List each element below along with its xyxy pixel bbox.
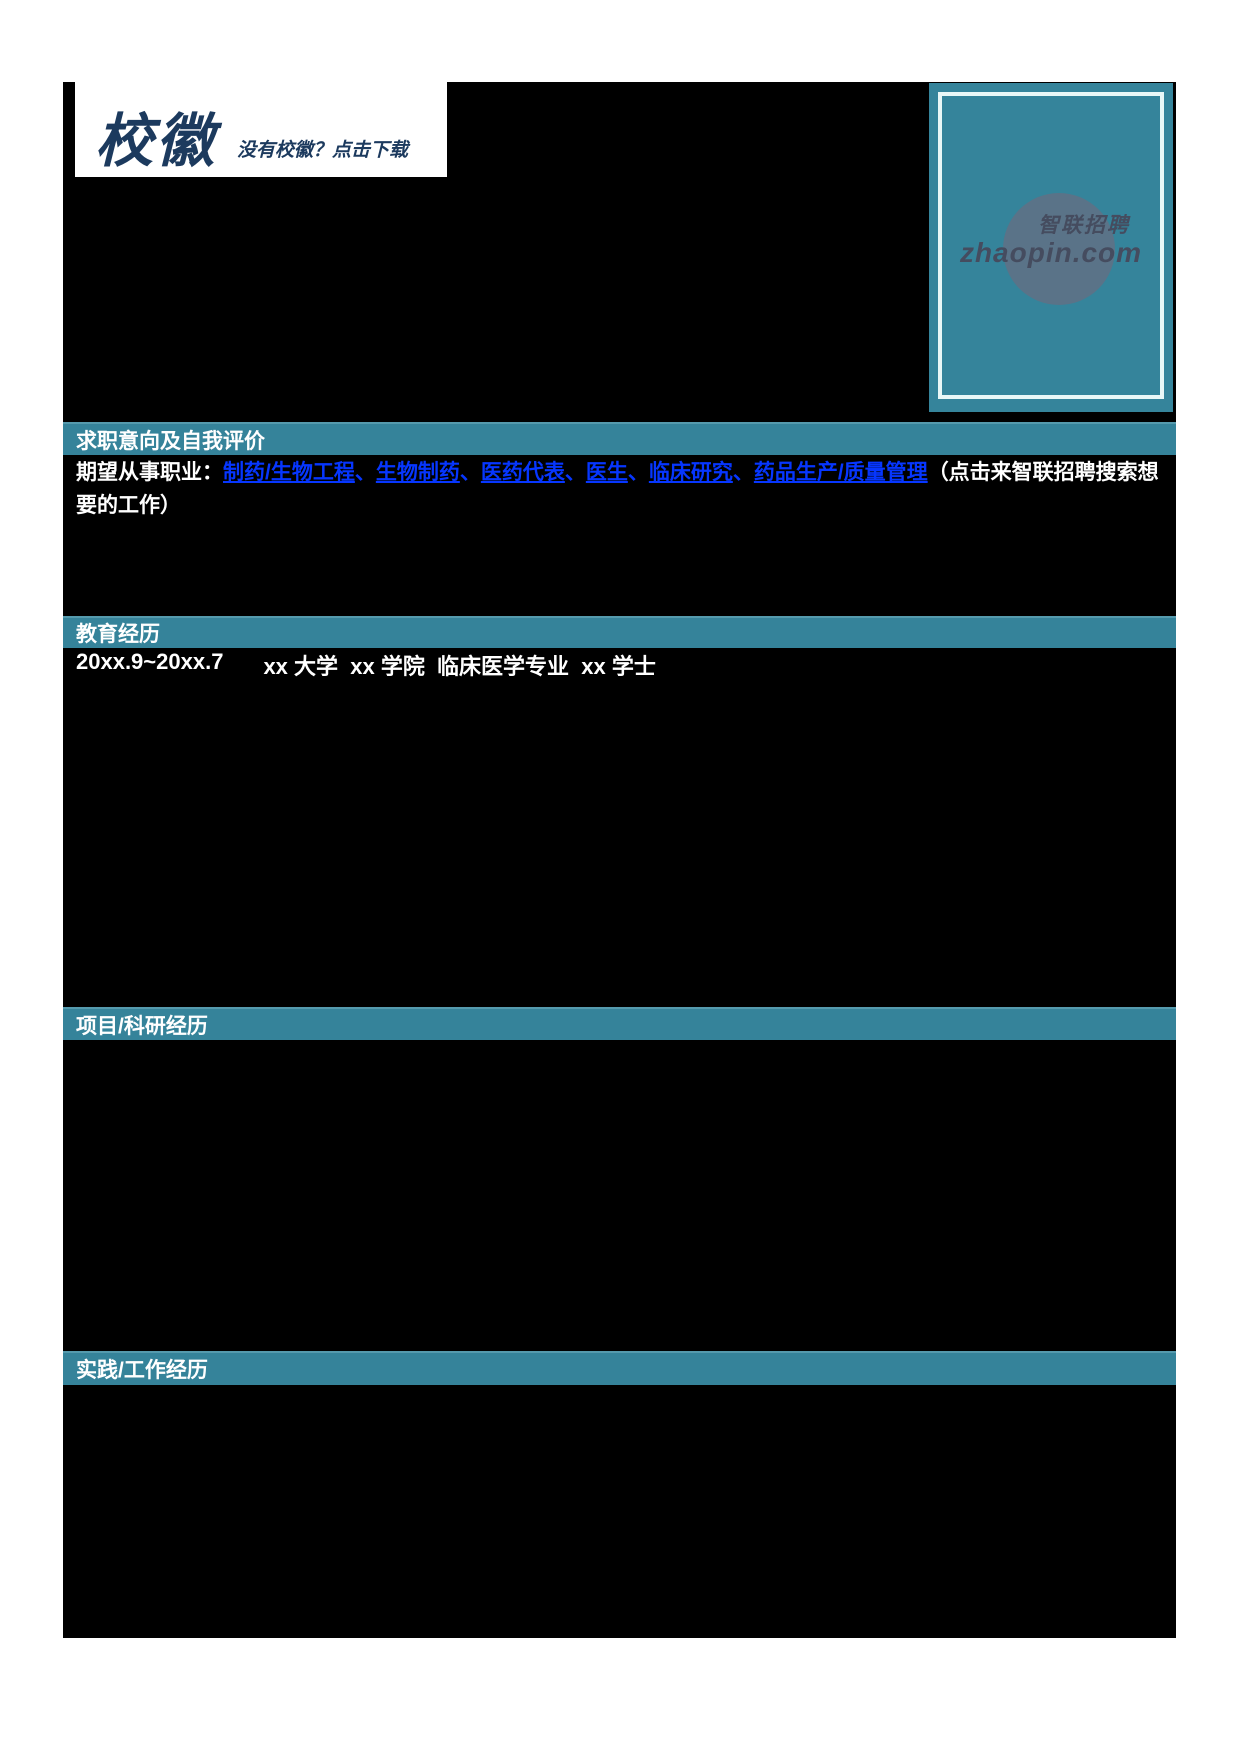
school-badge-download-link[interactable]: 没有校徽？点击下载 (237, 140, 409, 161)
education-period: 20xx.9~20xx.7 (76, 649, 224, 674)
education-line: 20xx.9~20xx.7 xx 大学 xx 学院 临床医学专业 xx 学士 (76, 649, 656, 681)
watermark-text-cn: 智联招聘 (1038, 214, 1130, 237)
section-bar-project: 项目/科研经历 (63, 1007, 1176, 1040)
section-title-work: 实践/工作经历 (76, 1359, 208, 1382)
section-title-intention: 求职意向及自我评价 (76, 429, 265, 453)
job-link[interactable]: 制药/生物工程 (223, 461, 355, 484)
link-separator: 、 (627, 461, 649, 484)
education-detail: xx 大学 xx 学院 临床医学专业 xx 学士 (263, 654, 656, 679)
watermark-circle-icon (1003, 193, 1115, 305)
section-bar-education: 教育经历 (63, 616, 1176, 648)
section-title-project: 项目/科研经历 (76, 1014, 208, 1038)
job-link[interactable]: 生物制药 (375, 461, 460, 484)
link-separator: 、 (564, 461, 586, 484)
job-link[interactable]: 医生 (585, 461, 628, 484)
section-bar-work: 实践/工作经历 (63, 1351, 1176, 1385)
photo-inner-border (938, 92, 1164, 399)
link-separator: 、 (732, 461, 754, 484)
link-separator: 、 (459, 461, 481, 484)
job-links: 制药/生物工程、生物制药、医药代表、医生、临床研究、药品生产/质量管理 (223, 461, 928, 484)
section-bar-intention: 求职意向及自我评价 (63, 422, 1176, 455)
school-badge-title: 校徽 (95, 108, 218, 174)
zhaopin-watermark: 智联招聘 zhaopin.com (929, 193, 1173, 305)
intention-suffix: （点击来智联招聘搜索想要的工作） (76, 461, 1159, 517)
intention-label: 期望从事职业： (76, 461, 223, 484)
job-link[interactable]: 临床研究 (648, 461, 733, 484)
link-separator: 、 (354, 461, 376, 484)
job-link[interactable]: 医药代表 (480, 461, 565, 484)
watermark-text-en: zhaopin.com (959, 237, 1143, 268)
content-area: 校徽 没有校徽？点击下载 智联招聘 zhaopin.com 求职意向及自我评价 … (63, 82, 1176, 1638)
section-title-education: 教育经历 (76, 623, 160, 646)
intention-paragraph: 期望从事职业：制药/生物工程、生物制药、医药代表、医生、临床研究、药品生产/质量… (76, 456, 1171, 522)
job-link[interactable]: 药品生产/质量管理 (753, 461, 928, 484)
photo-placeholder[interactable]: 智联招聘 zhaopin.com (929, 83, 1173, 412)
school-badge-box[interactable]: 校徽 没有校徽？点击下载 (75, 82, 447, 177)
